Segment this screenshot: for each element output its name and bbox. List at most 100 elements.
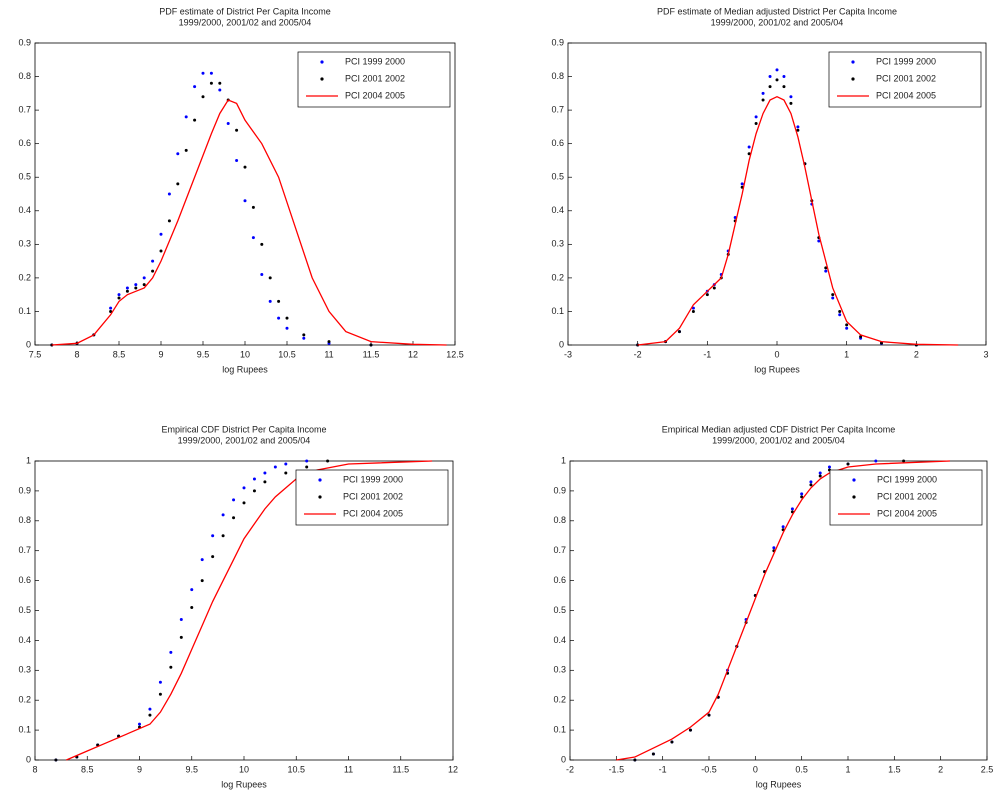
x-tick-label: 8 — [74, 349, 79, 359]
legend-swatch — [320, 60, 324, 64]
x-tick-label: 2 — [938, 764, 943, 774]
y-tick-label: 0.7 — [551, 104, 564, 114]
data-point — [211, 555, 215, 559]
data-point — [827, 465, 831, 469]
data-point — [809, 483, 813, 487]
x-tick-label: 7.5 — [29, 349, 42, 359]
data-point — [782, 75, 786, 79]
data-point — [754, 115, 758, 119]
data-point — [167, 192, 171, 196]
y-tick-label: 0.3 — [551, 239, 564, 249]
data-point — [151, 269, 155, 273]
y-tick-label: 0.6 — [553, 575, 566, 585]
data-point — [242, 501, 246, 505]
data-point — [218, 88, 222, 92]
data-point — [747, 145, 751, 149]
data-point — [327, 340, 331, 344]
data-point — [902, 459, 906, 463]
data-point — [768, 85, 772, 89]
y-tick-label: 0.4 — [18, 205, 31, 215]
x-tick-label: 9 — [158, 349, 163, 359]
x-tick-label: 1 — [845, 764, 850, 774]
legend: PCI 1999 2000 PCI 2001 2002 PCI 2004 2005 — [828, 51, 982, 108]
y-tick-label: 0 — [26, 339, 31, 349]
data-point — [134, 286, 138, 290]
x-tick-label: 10 — [240, 349, 250, 359]
data-point — [747, 152, 751, 156]
subplot: Empirical CDF District Per Capita Income… — [18, 424, 458, 789]
y-tick-label: 0.9 — [551, 37, 564, 47]
legend: PCI 1999 2000 PCI 2001 2002 PCI 2004 2005 — [297, 51, 451, 108]
legend-label: PCI 2004 2005 — [343, 508, 403, 518]
legend-label: PCI 2004 2005 — [345, 90, 405, 100]
data-point — [201, 95, 205, 99]
data-point — [838, 309, 842, 313]
y-tick-label: 0.6 — [551, 138, 564, 148]
chart-title: PDF estimate of Median adjusted District… — [657, 6, 897, 16]
data-point — [148, 707, 152, 711]
y-tick-label: 0.1 — [551, 306, 564, 316]
data-point — [184, 115, 188, 119]
y-tick-label: 0.2 — [18, 272, 31, 282]
data-point — [705, 293, 709, 297]
chart-title: 1999/2000, 2001/02 and 2005/04 — [178, 435, 311, 445]
legend: PCI 1999 2000 PCI 2001 2002 PCI 2004 2005 — [295, 469, 449, 526]
y-tick-label: 0.9 — [18, 37, 31, 47]
legend-swatch — [852, 495, 856, 499]
legend-label: PCI 1999 2000 — [345, 56, 405, 66]
x-tick-label: 2 — [914, 349, 919, 359]
legend-swatch — [320, 77, 324, 81]
data-point — [369, 343, 373, 347]
data-point — [691, 309, 695, 313]
series-line — [51, 99, 447, 346]
data-point — [845, 326, 849, 330]
data-point — [818, 471, 822, 475]
data-point — [142, 283, 146, 287]
y-tick-label: 0 — [561, 754, 566, 764]
data-point — [184, 148, 188, 152]
chart-title: 1999/2000, 2001/02 and 2005/04 — [179, 17, 312, 27]
y-tick-label: 0.2 — [18, 695, 31, 705]
data-point — [817, 239, 821, 243]
data-point — [109, 306, 113, 310]
x-axis-label: log Rupees — [754, 364, 800, 374]
chart-title: 1999/2000, 2001/02 and 2005/04 — [711, 17, 844, 27]
data-point — [302, 333, 306, 337]
legend-swatch — [318, 495, 322, 499]
data-point — [252, 489, 256, 493]
x-axis-label: log Rupees — [222, 364, 268, 374]
y-tick-label: 0.9 — [18, 485, 31, 495]
x-tick-label: 11 — [344, 764, 353, 774]
data-point — [159, 232, 163, 236]
data-point — [169, 665, 173, 669]
x-tick-label: 0.5 — [795, 764, 808, 774]
y-tick-label: 0.4 — [18, 635, 31, 645]
data-point — [125, 289, 129, 293]
x-tick-label: 8.5 — [81, 764, 94, 774]
data-point — [740, 182, 744, 186]
y-tick-label: 0.4 — [551, 205, 564, 215]
data-point — [54, 758, 58, 762]
data-point — [285, 326, 289, 330]
data-point — [251, 236, 255, 240]
series-line — [637, 95, 959, 346]
legend-label: PCI 2001 2002 — [343, 491, 403, 501]
data-point — [193, 118, 197, 122]
y-tick-label: 0 — [26, 754, 31, 764]
data-point — [633, 758, 637, 762]
x-tick-label: -1 — [659, 764, 667, 774]
legend-swatch — [852, 478, 856, 482]
data-point — [260, 242, 264, 246]
chart-title: 1999/2000, 2001/02 and 2005/04 — [712, 435, 845, 445]
data-point — [782, 85, 786, 89]
y-tick-label: 0.8 — [553, 515, 566, 525]
x-tick-label: 9 — [137, 764, 142, 774]
y-tick-label: 0.5 — [551, 172, 564, 182]
x-tick-label: 8.5 — [113, 349, 126, 359]
data-point — [277, 299, 281, 303]
chart-title: Empirical Median adjusted CDF District P… — [662, 424, 896, 434]
data-point — [781, 525, 785, 529]
x-tick-label: 8 — [32, 764, 37, 774]
y-tick-label: 0.2 — [551, 272, 564, 282]
legend-label: PCI 2001 2002 — [877, 491, 937, 501]
